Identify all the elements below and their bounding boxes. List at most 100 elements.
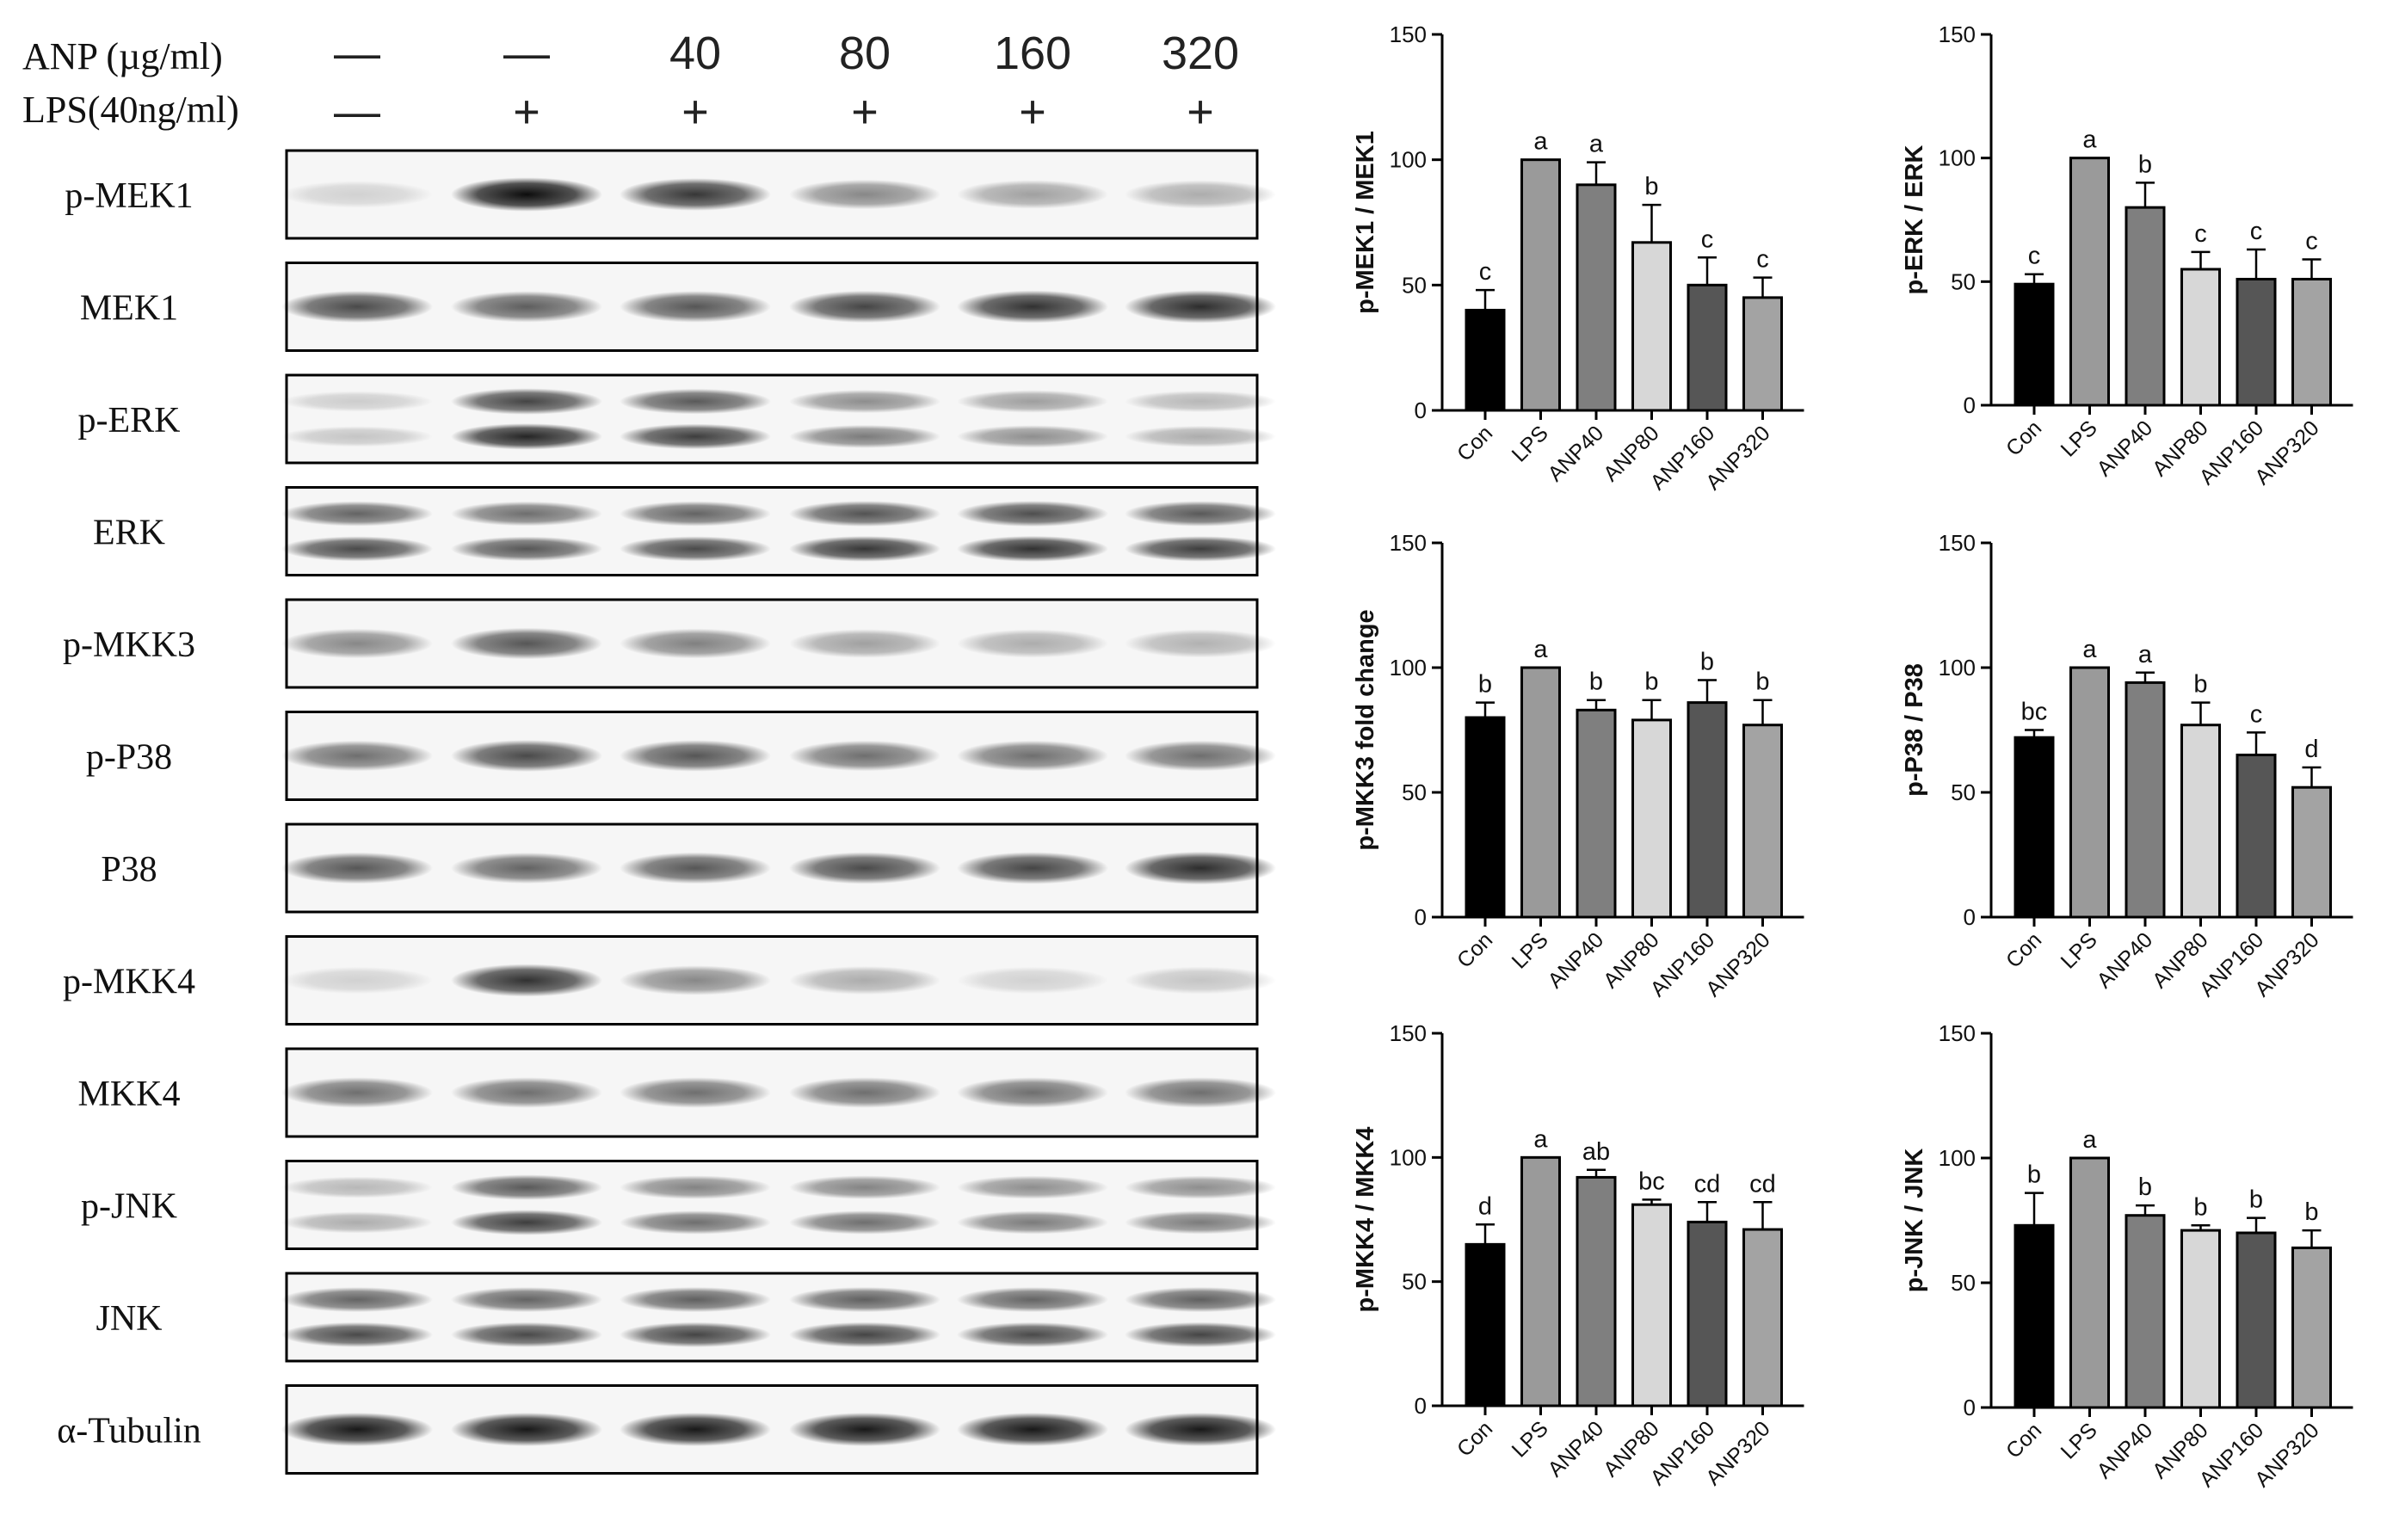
blot-band [281, 1077, 433, 1108]
anp-dose-2: 40 [669, 28, 721, 79]
blot-band [620, 1210, 771, 1235]
blot-band [957, 1175, 1108, 1199]
y-axis-label: p-MEK1 / MEK1 [1352, 131, 1379, 314]
x-tick-label: ANP40 [2092, 927, 2157, 993]
blot-band [957, 290, 1108, 323]
blot-band [789, 424, 940, 448]
y-axis-label: p-MKK4 / MKK4 [1352, 1127, 1379, 1313]
blot-band [1125, 180, 1276, 209]
y-tick-label: 50 [1951, 268, 1976, 294]
blot-band [281, 181, 433, 208]
bar [2236, 754, 2277, 919]
anp-dose-5: 320 [1162, 28, 1239, 79]
blot-band [451, 177, 602, 212]
blot-label: p-ERK [78, 401, 181, 440]
significance-letter: bc [2021, 699, 2048, 726]
x-tick-label: ANP40 [1543, 421, 1608, 486]
anp-row-label: ANP (µg/ml) [22, 35, 223, 77]
bar [1687, 701, 1728, 919]
x-tick-label: LPS [1508, 421, 1553, 466]
x-tick-label: Con [2001, 1418, 2046, 1463]
significance-letter: c [2250, 700, 2263, 728]
significance-letter: cd [1749, 1170, 1776, 1198]
bar [2180, 268, 2221, 407]
bar [2291, 785, 2332, 919]
anp-dose-4: 160 [994, 28, 1071, 79]
blot-frame [285, 373, 1259, 465]
significance-letter: b [2138, 1173, 2152, 1201]
bar [2125, 681, 2166, 919]
bar [2014, 1223, 2055, 1409]
y-tick-label: 100 [1390, 1144, 1427, 1170]
blot-band [789, 1287, 940, 1313]
bar [1687, 283, 1728, 412]
blot-band [957, 501, 1108, 527]
blot-band [957, 535, 1108, 562]
blot-band [620, 1413, 771, 1446]
significance-letter: a [1533, 636, 1548, 663]
significance-letter: b [2027, 1161, 2041, 1189]
blot-frame [285, 1160, 1259, 1250]
y-tick-label: 100 [1390, 655, 1427, 681]
bar [1742, 724, 1783, 919]
significance-letter: c [1756, 246, 1769, 274]
blot-band [281, 852, 433, 884]
y-tick-label: 50 [1951, 1270, 1976, 1296]
blot-tubulin: α-Tubulin [57, 1384, 1276, 1475]
significance-letter: b [1644, 668, 1658, 696]
blot-p-jnk: p-JNK [81, 1160, 1276, 1250]
bar [1520, 1155, 1561, 1408]
bar [1742, 296, 1783, 412]
blot-p-mek1: p-MEK1 [65, 149, 1276, 240]
blot-band [281, 501, 433, 527]
significance-letter: c [2250, 218, 2263, 245]
x-tick-label: ANP40 [1543, 927, 1608, 993]
blot-band [789, 536, 940, 562]
blot-band [1125, 391, 1276, 413]
y-axis-label: p-P38 / P38 [1901, 663, 1928, 797]
blot-p-erk: p-ERK [78, 373, 1276, 465]
blot-band [281, 628, 433, 659]
blot-band [620, 852, 771, 884]
blot-band [1125, 1210, 1276, 1235]
blot-frame [285, 1272, 1259, 1363]
y-axis-label: p-JNK / JNK [1901, 1149, 1928, 1293]
blot-band [789, 501, 940, 527]
lps-status-0: — [334, 86, 380, 138]
bar [1687, 1220, 1728, 1408]
lps-status-5: + [1187, 86, 1214, 138]
blot-p-mkk4: p-MKK4 [63, 935, 1276, 1026]
blot-band [1125, 1413, 1276, 1446]
y-tick-label: 150 [1939, 22, 1976, 47]
bar [1742, 1228, 1783, 1408]
significance-letter: b [2249, 1186, 2263, 1214]
blot-band [789, 740, 940, 772]
significance-letter: a [2082, 126, 2097, 154]
y-tick-label: 50 [1951, 779, 1976, 805]
y-tick-label: 150 [1390, 22, 1427, 47]
blot-band [620, 740, 771, 772]
bar [2069, 666, 2110, 919]
y-tick-label: 50 [1402, 779, 1427, 805]
anp-dose-3: 80 [839, 28, 891, 79]
bar [2125, 1214, 2166, 1409]
blot-band [1125, 536, 1276, 562]
blot-band [957, 1413, 1108, 1446]
y-tick-label: 0 [1415, 397, 1427, 423]
lps-status-1: + [513, 86, 540, 138]
significance-letter: a [2082, 1126, 2097, 1154]
blot-band [789, 966, 940, 995]
bar [1576, 183, 1617, 412]
y-axis-label: p-MKK3 fold change [1352, 609, 1379, 850]
lps-status-2: + [681, 86, 709, 138]
blot-label: α-Tubulin [57, 1412, 201, 1451]
y-tick-label: 0 [1964, 904, 1976, 930]
bar [2291, 277, 2332, 407]
blot-band [451, 1210, 602, 1235]
blot-band [281, 1287, 433, 1313]
western-blot-panel: p-MEK1 MEK1 p-ERK ERK p-MKK3 p-P38 P38 p-MKK4 MK… [57, 149, 1276, 1475]
blot-band [620, 423, 771, 450]
